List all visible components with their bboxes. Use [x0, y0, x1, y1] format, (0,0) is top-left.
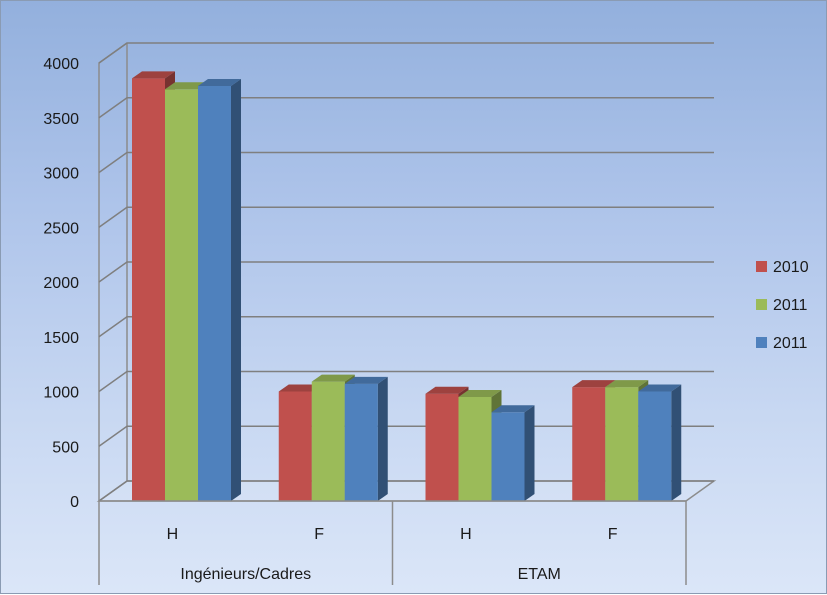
y-tick-label: 2500 — [43, 220, 79, 237]
bar-top — [311, 374, 355, 382]
legend-label: 2011 — [773, 335, 808, 352]
legend-label: 2011 — [773, 297, 808, 314]
bar-front — [311, 381, 345, 501]
bar-top — [344, 376, 388, 384]
legend-swatch — [756, 337, 767, 348]
bar — [344, 376, 388, 501]
bars — [132, 71, 682, 502]
x-category-label: F — [314, 526, 324, 543]
bar-front — [605, 387, 639, 501]
gridline — [98, 206, 714, 228]
y-tick-label: 500 — [52, 439, 79, 456]
x-axis: Ingénieurs/Cadres H F ETAM H F — [98, 500, 687, 585]
gridline — [98, 261, 714, 283]
bar-side — [377, 376, 388, 501]
y-tick-label: 4000 — [43, 56, 79, 73]
bar-top — [165, 82, 208, 90]
bar-top — [198, 78, 241, 86]
legend-swatch — [756, 299, 767, 310]
y-tick-label: 1000 — [43, 385, 79, 402]
bar — [491, 405, 535, 501]
y-tick-label: 3000 — [43, 166, 79, 183]
y-tick-label: 0 — [70, 494, 79, 511]
bar-front — [344, 383, 378, 501]
legend: 2010 2011 2011 — [756, 259, 809, 352]
x-category-label: F — [608, 526, 618, 543]
x-category-label: H — [167, 526, 179, 543]
legend-swatch — [756, 261, 767, 272]
bar-front — [638, 391, 672, 501]
gridline — [98, 370, 714, 393]
bar-front — [425, 393, 459, 501]
y-tick-label: 1500 — [43, 330, 79, 347]
y-tick-label: 3500 — [43, 111, 79, 128]
bar-front — [491, 412, 525, 501]
gridline — [98, 97, 714, 119]
bar-top — [278, 384, 322, 392]
bar-side — [671, 384, 682, 501]
gridline — [98, 151, 714, 174]
x-category-label: H — [460, 526, 472, 543]
bar — [638, 384, 682, 501]
bar-top — [458, 389, 502, 397]
bar-top — [425, 386, 469, 394]
bar-top — [605, 380, 649, 388]
bar-front — [278, 391, 312, 501]
x-group-label: ETAM — [518, 566, 561, 583]
bar-front — [198, 85, 231, 502]
gridline — [98, 42, 714, 64]
bar-front — [458, 396, 492, 501]
legend-label: 2010 — [773, 259, 809, 276]
bar-side — [524, 405, 535, 501]
x-group-label: Ingénieurs/Cadres — [180, 566, 311, 583]
bar-front — [572, 387, 606, 501]
bar-top — [491, 405, 535, 413]
y-tick-label: 2000 — [43, 275, 79, 292]
bar-top — [572, 380, 616, 388]
bar — [198, 78, 241, 502]
y-axis-ticks: 0 500 1000 1500 2000 2500 3000 3500 4000 — [43, 56, 79, 511]
gridline — [98, 316, 714, 338]
bar-top — [638, 384, 682, 392]
bar-front — [165, 89, 198, 501]
bar-top — [132, 71, 175, 79]
bar-front — [132, 78, 165, 501]
bar-side — [231, 78, 241, 502]
